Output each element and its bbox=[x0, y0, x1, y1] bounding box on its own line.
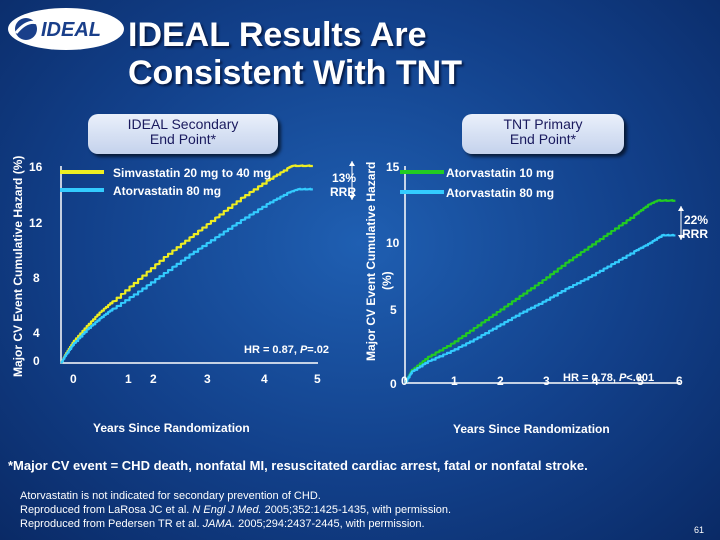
tnt-panel-label: TNT Primary End Point* bbox=[462, 114, 624, 154]
disclaimer-line-2: Reproduced from LaRosa JC et al. N Engl … bbox=[20, 504, 452, 516]
ideal-legend-swatch-atorvastatin bbox=[60, 188, 104, 192]
ideal-y-tick: 8 bbox=[33, 271, 40, 285]
ideal-x-tick: 1 bbox=[125, 372, 132, 386]
ideal-y-tick: 0 bbox=[33, 354, 40, 368]
ideal-series-line-0 bbox=[60, 164, 313, 364]
ideal-series-line-1 bbox=[60, 187, 313, 364]
disclaimer-line-1: Atorvastatin is not indicated for second… bbox=[20, 490, 321, 502]
ideal-rrr-arrow-icon bbox=[349, 161, 355, 200]
tnt-series-line-0 bbox=[404, 199, 676, 384]
ideal-x-tick: 4 bbox=[261, 372, 268, 386]
tnt-x-tick: 5 bbox=[637, 374, 644, 388]
tnt-x-tick: 1 bbox=[451, 374, 458, 388]
ideal-rrr-value: 13% bbox=[331, 171, 356, 185]
tnt-y-tick: 10 bbox=[386, 236, 400, 250]
ideal-panel-label-line-1: IDEAL Secondary bbox=[127, 116, 239, 132]
ideal-legend-label-atorvastatin: Atorvastatin 80 mg bbox=[113, 184, 222, 198]
ideal-rrr-annotation: 13% RRR bbox=[330, 171, 356, 199]
tnt-x-axis-label: Years Since Randomization bbox=[453, 422, 610, 436]
tnt-x-tick: 4 bbox=[592, 374, 599, 388]
ideal-panel-label: IDEAL Secondary End Point* bbox=[88, 114, 278, 154]
tnt-x-tick: 6 bbox=[676, 374, 683, 388]
ideal-y-tick: 4 bbox=[33, 326, 40, 340]
ideal-panel-label-line-2: End Point* bbox=[149, 131, 217, 147]
tnt-legend-swatch-atorva80 bbox=[400, 190, 444, 194]
tnt-panel-label-line-2: End Point* bbox=[509, 131, 577, 147]
ideal-x-tick: 0 bbox=[70, 372, 77, 386]
svg-text:IDEAL: IDEAL bbox=[41, 19, 101, 41]
page-title: IDEAL Results Are Consistent With TNT bbox=[128, 16, 462, 92]
tnt-rrr-label: RRR bbox=[682, 227, 708, 241]
ideal-x-axis-label: Years Since Randomization bbox=[93, 421, 250, 435]
ideal-hazard-ratio: HR = 0.87, P=.02 bbox=[244, 344, 330, 356]
ideal-x-tick: 2 bbox=[150, 372, 157, 386]
tnt-hazard-ratio: HR = 0.78, P<.001 bbox=[563, 372, 655, 384]
ideal-rrr-label: RRR bbox=[330, 185, 356, 199]
tnt-x-tick: 2 bbox=[497, 374, 504, 388]
tnt-rrr-annotation: 22% RRR bbox=[682, 213, 708, 241]
title-line-2: Consistent With TNT bbox=[128, 54, 462, 92]
tnt-y-tick: 0 bbox=[390, 377, 397, 391]
ideal-y-tick: 12 bbox=[29, 216, 43, 230]
disclaimer: Atorvastatin is not indicated for second… bbox=[20, 489, 451, 531]
ideal-legend-label-simvastatin: Simvastatin 20 mg to 40 mg bbox=[113, 166, 272, 180]
tnt-rrr-value: 22% bbox=[683, 213, 708, 227]
tnt-rrr-arrow-icon bbox=[678, 206, 684, 240]
ideal-y-tick: 16 bbox=[29, 160, 43, 174]
ideal-legend-swatch-simvastatin bbox=[60, 170, 104, 174]
tnt-legend-label-atorva80: Atorvastatin 80 mg bbox=[446, 186, 555, 200]
tnt-x-tick: 3 bbox=[543, 374, 550, 388]
tnt-legend-swatch-atorva10 bbox=[400, 170, 444, 174]
tnt-series-line-1 bbox=[404, 233, 676, 384]
disclaimer-line-3: Reproduced from Pedersen TR et al. JAMA.… bbox=[20, 518, 425, 530]
tnt-panel-label-line-1: TNT Primary bbox=[503, 116, 583, 132]
ideal-x-tick: 3 bbox=[204, 372, 211, 386]
tnt-y-tick: 5 bbox=[390, 303, 397, 317]
page-number: 61 bbox=[694, 525, 705, 535]
footnote: *Major CV event = CHD death, nonfatal MI… bbox=[8, 458, 588, 473]
ideal-x-tick: 5 bbox=[314, 372, 321, 386]
title-line-1: IDEAL Results Are bbox=[128, 16, 427, 54]
tnt-legend-label-atorva10: Atorvastatin 10 mg bbox=[446, 166, 555, 180]
tnt-y-tick: 15 bbox=[386, 160, 400, 174]
tnt-x-tick: 0 bbox=[401, 374, 408, 388]
ideal-logo: IDEAL bbox=[8, 8, 124, 50]
